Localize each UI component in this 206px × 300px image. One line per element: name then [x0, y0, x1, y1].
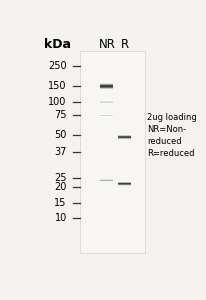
Bar — [100, 85, 113, 86]
Bar — [100, 115, 113, 116]
Bar — [100, 86, 113, 87]
Bar — [118, 136, 130, 137]
Bar — [118, 134, 130, 135]
Bar — [118, 183, 130, 184]
Bar — [100, 89, 113, 90]
Text: 100: 100 — [48, 97, 67, 106]
Bar — [100, 102, 113, 103]
Bar — [100, 179, 113, 180]
Bar — [100, 114, 113, 115]
Bar — [118, 135, 130, 136]
Bar — [100, 115, 113, 116]
Bar — [100, 181, 113, 182]
Text: 20: 20 — [54, 182, 67, 192]
Bar — [100, 178, 113, 179]
Text: 37: 37 — [54, 147, 67, 158]
Bar — [100, 82, 113, 83]
Text: 15: 15 — [54, 198, 67, 208]
Bar — [100, 87, 113, 88]
Text: 25: 25 — [54, 172, 67, 183]
Text: R: R — [120, 38, 128, 51]
Bar — [100, 116, 113, 117]
Bar — [118, 136, 130, 137]
Bar — [118, 139, 130, 140]
Text: 150: 150 — [48, 81, 67, 91]
Bar — [118, 137, 130, 138]
Bar — [100, 115, 113, 116]
Bar — [118, 137, 130, 138]
Bar — [118, 185, 130, 186]
Bar — [100, 100, 113, 101]
Bar — [100, 100, 113, 101]
Bar — [118, 184, 130, 185]
Bar — [100, 88, 113, 89]
Text: 2ug loading
NR=Non-
reduced
R=reduced: 2ug loading NR=Non- reduced R=reduced — [146, 112, 196, 158]
Bar — [118, 136, 130, 137]
Bar — [100, 180, 113, 181]
Bar — [100, 179, 113, 180]
Bar — [118, 134, 130, 135]
Bar — [100, 84, 113, 85]
Bar — [118, 181, 130, 182]
Bar — [118, 139, 130, 140]
Text: 50: 50 — [54, 130, 67, 140]
Bar — [100, 181, 113, 182]
Bar — [100, 179, 113, 180]
Text: 10: 10 — [54, 214, 67, 224]
Bar — [118, 182, 130, 183]
Bar — [100, 82, 113, 83]
Bar — [100, 85, 113, 86]
Bar — [118, 181, 130, 182]
Text: 250: 250 — [48, 61, 67, 71]
Bar — [100, 116, 113, 117]
Bar — [118, 138, 130, 139]
Bar — [100, 102, 113, 103]
Bar — [100, 101, 113, 102]
Bar — [100, 114, 113, 115]
Bar — [100, 180, 113, 181]
Bar — [100, 180, 113, 181]
Bar — [100, 181, 113, 182]
Bar — [118, 184, 130, 185]
Bar — [100, 178, 113, 179]
Bar — [100, 181, 113, 182]
Bar — [100, 83, 113, 84]
Bar — [100, 116, 113, 117]
Text: kDa: kDa — [44, 38, 71, 51]
Bar — [100, 102, 113, 103]
Bar — [100, 88, 113, 89]
Bar — [118, 184, 130, 185]
Bar — [118, 138, 130, 139]
Bar — [100, 116, 113, 117]
Bar — [118, 139, 130, 140]
Bar — [118, 135, 130, 136]
Bar — [118, 183, 130, 184]
Bar — [118, 185, 130, 186]
Bar — [100, 114, 113, 115]
Text: NR: NR — [98, 38, 115, 51]
Bar — [100, 115, 113, 116]
Bar — [100, 101, 113, 102]
Bar — [100, 86, 113, 87]
Bar — [100, 83, 113, 84]
Bar — [118, 182, 130, 183]
Text: 75: 75 — [54, 110, 67, 120]
Bar — [100, 100, 113, 101]
Bar — [100, 100, 113, 101]
Bar — [100, 87, 113, 88]
Bar — [79, 51, 144, 253]
Bar — [100, 101, 113, 102]
